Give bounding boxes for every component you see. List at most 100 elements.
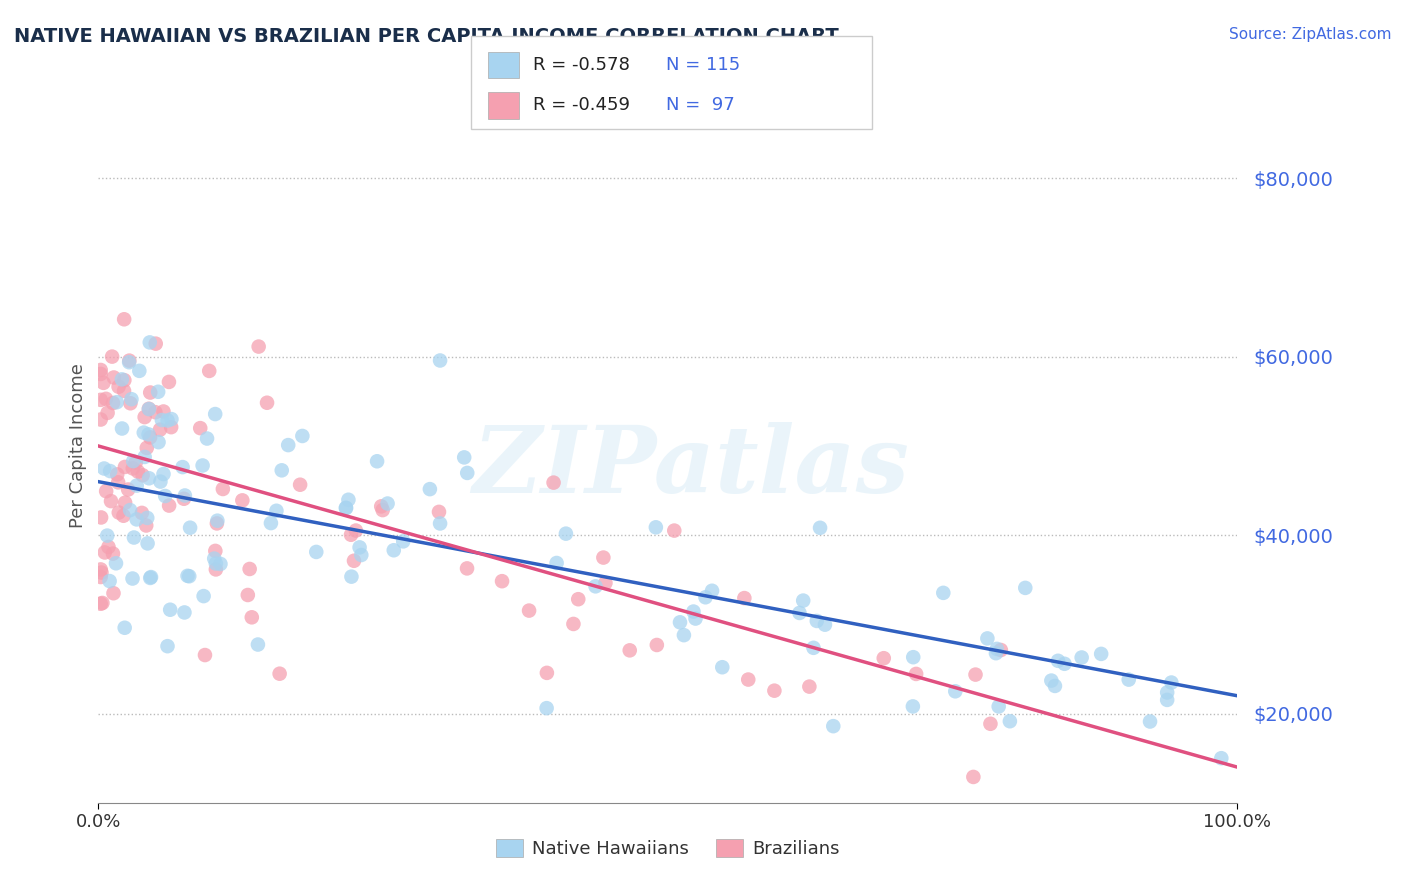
Point	[239, 562, 262, 576]
Point	[111, 421, 134, 435]
Point	[94, 392, 117, 406]
Point	[114, 496, 136, 510]
Point	[91, 596, 114, 610]
Point	[823, 719, 845, 733]
Point	[139, 385, 162, 400]
Point	[256, 396, 278, 410]
Point	[644, 520, 666, 534]
Point	[138, 471, 160, 485]
Point	[429, 353, 451, 368]
Point	[350, 548, 373, 562]
Point	[146, 384, 169, 399]
Point	[105, 467, 128, 482]
Point	[139, 430, 162, 444]
Point	[90, 412, 112, 426]
Point	[112, 312, 135, 326]
Point	[419, 482, 441, 496]
Point	[107, 380, 129, 394]
Point	[392, 534, 415, 549]
Text: NATIVE HAWAIIAN VS BRAZILIAN PER CAPITA INCOME CORRELATION CHART: NATIVE HAWAIIAN VS BRAZILIAN PER CAPITA …	[14, 27, 839, 45]
Point	[98, 574, 121, 588]
Point	[1043, 679, 1066, 693]
Point	[733, 591, 755, 606]
Point	[1014, 581, 1036, 595]
Point	[132, 425, 155, 440]
Point	[340, 569, 363, 583]
Point	[156, 639, 179, 653]
Point	[567, 592, 589, 607]
Point	[1090, 647, 1112, 661]
Point	[429, 516, 451, 531]
Point	[246, 638, 269, 652]
Point	[905, 667, 928, 681]
Point	[90, 510, 112, 524]
Point	[1156, 685, 1178, 699]
Point	[103, 586, 125, 600]
Point	[157, 499, 180, 513]
Point	[98, 464, 121, 478]
Text: R = -0.459: R = -0.459	[533, 96, 630, 114]
Point	[179, 521, 201, 535]
Point	[173, 491, 195, 506]
Point	[94, 484, 117, 499]
Point	[965, 667, 987, 681]
Point	[107, 475, 129, 490]
Point	[105, 395, 128, 409]
Point	[131, 468, 153, 483]
Point	[160, 420, 183, 434]
Point	[789, 606, 811, 620]
Point	[204, 544, 226, 558]
Point	[94, 545, 117, 559]
Point	[377, 497, 399, 511]
Point	[711, 660, 734, 674]
Point	[1118, 673, 1140, 687]
Point	[145, 336, 167, 351]
Text: N =  97: N = 97	[666, 96, 735, 114]
Point	[987, 699, 1010, 714]
Point	[90, 562, 112, 576]
Point	[96, 528, 118, 542]
Point	[349, 541, 371, 555]
Point	[121, 461, 143, 475]
Point	[536, 701, 558, 715]
Point	[595, 576, 617, 591]
Point	[131, 506, 153, 520]
Point	[90, 566, 112, 580]
Point	[685, 611, 707, 625]
Point	[159, 603, 181, 617]
Text: Source: ZipAtlas.com: Source: ZipAtlas.com	[1229, 27, 1392, 42]
Point	[592, 550, 614, 565]
Point	[127, 465, 149, 479]
Point	[695, 591, 717, 605]
Point	[998, 714, 1021, 729]
Point	[128, 364, 150, 378]
Point	[1160, 675, 1182, 690]
Point	[122, 531, 145, 545]
Point	[236, 588, 259, 602]
Point	[873, 651, 896, 665]
Point	[370, 500, 392, 514]
Point	[173, 606, 195, 620]
Point	[1156, 693, 1178, 707]
Point	[247, 340, 270, 354]
Point	[343, 554, 366, 568]
Point	[138, 402, 160, 417]
Point	[135, 518, 157, 533]
Point	[205, 562, 228, 576]
Point	[1047, 654, 1070, 668]
Point	[291, 429, 314, 443]
Point	[112, 384, 135, 398]
Point	[120, 503, 142, 517]
Point	[188, 421, 211, 435]
Point	[120, 396, 142, 410]
Point	[173, 488, 195, 502]
Point	[240, 610, 263, 624]
Point	[335, 500, 357, 515]
Point	[107, 506, 129, 520]
Point	[160, 412, 183, 426]
Point	[976, 632, 998, 646]
Point	[1211, 751, 1233, 765]
Point	[101, 547, 124, 561]
Point	[153, 489, 176, 503]
Point	[277, 438, 299, 452]
